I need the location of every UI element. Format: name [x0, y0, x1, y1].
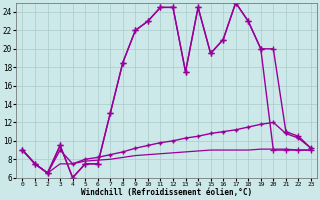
X-axis label: Windchill (Refroidissement éolien,°C): Windchill (Refroidissement éolien,°C)	[81, 188, 252, 197]
